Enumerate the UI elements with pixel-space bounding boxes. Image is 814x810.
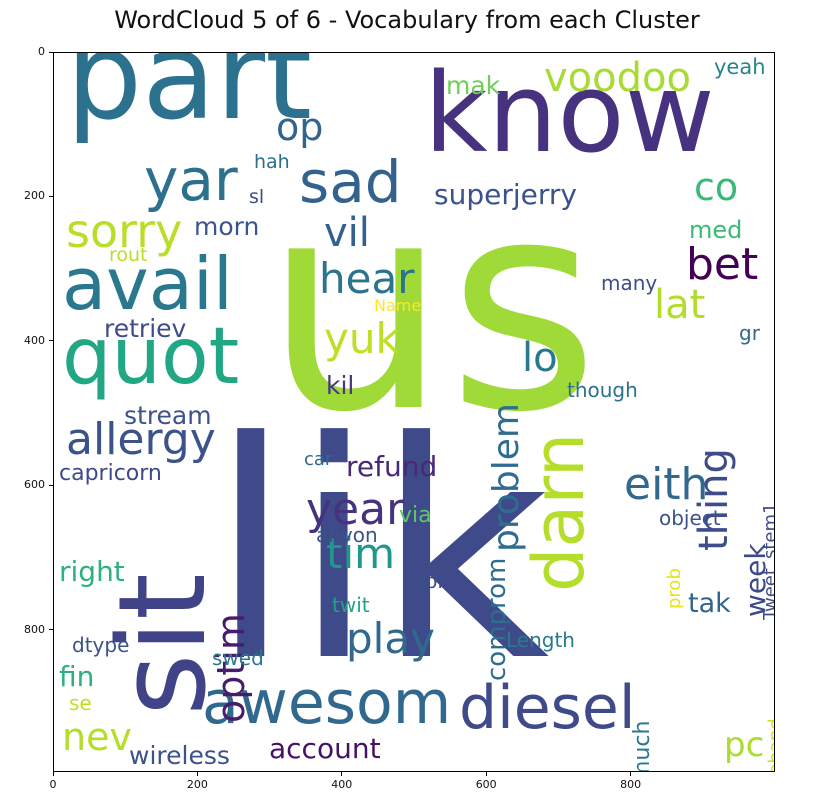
word-mak: mak — [446, 71, 501, 100]
word-fin: fin — [59, 660, 95, 693]
word-tweet-stem1: Tweet_stem1 — [760, 502, 775, 620]
y-tick-label: 800 — [24, 622, 45, 636]
word-quot: quot — [62, 312, 240, 402]
y-tick-label: 400 — [24, 333, 45, 347]
x-tick-label: 600 — [475, 778, 497, 791]
word-us: us — [264, 139, 599, 476]
word-awesom: awesom — [202, 668, 452, 738]
word-object: object — [659, 506, 721, 530]
y-tick-mark — [49, 629, 53, 631]
y-tick-mark — [49, 51, 53, 53]
word-anyon: anyon — [316, 523, 378, 547]
word-hear: hear — [319, 254, 415, 303]
word-though: though — [567, 378, 638, 402]
word-vil: vil — [324, 210, 370, 256]
y-tick-label: 600 — [24, 478, 45, 492]
word-pc: pc — [724, 725, 765, 765]
word-hah: hah — [254, 151, 290, 173]
x-tick-mark — [196, 772, 198, 776]
word-problem: problem — [486, 403, 527, 552]
wordcloud-plot-area: us lik part know sit quot avail sad yar darn aweso… — [53, 52, 775, 772]
word-kil: kil — [326, 371, 355, 400]
word-lik: lik — [209, 378, 550, 727]
word-car: car — [304, 449, 333, 470]
chart-title: WordCloud 5 of 6 - Vocabulary from each … — [114, 6, 700, 34]
word-yar: yar — [144, 146, 238, 214]
word-right: right — [59, 555, 125, 588]
word-lo: lo — [522, 335, 558, 381]
word-rout: rout — [109, 244, 148, 266]
word-allergy: allergy — [66, 414, 216, 465]
word-stream: stream — [124, 401, 212, 430]
word-sad: sad — [299, 148, 402, 216]
word-prob: prob — [664, 568, 685, 609]
word-lat: lat — [654, 282, 706, 328]
word-refund: refund — [346, 450, 438, 483]
word-wireless: wireless — [129, 741, 230, 770]
x-tick-mark — [630, 772, 632, 776]
x-tick-mark — [52, 772, 54, 776]
word-tak: tak — [688, 588, 731, 619]
word-yeah: yeah — [714, 55, 766, 79]
word-retriev: retriev — [104, 314, 187, 343]
word-gr: gr — [739, 321, 760, 345]
word-part: part — [66, 52, 313, 147]
y-tick-mark — [49, 340, 53, 342]
word-co: co — [694, 165, 739, 209]
word-via: via — [399, 503, 432, 528]
word-med: med — [689, 216, 743, 244]
word-name: Name — [374, 296, 422, 315]
word-voodoo: voodoo — [544, 55, 691, 101]
word-year: year — [306, 484, 405, 535]
word-know: know — [424, 52, 715, 177]
word-bet: bet — [686, 239, 759, 290]
word-account: account — [269, 732, 381, 765]
word-twit: twit — [332, 593, 370, 617]
word-ppl: ppl — [412, 569, 443, 593]
word-darn: darn — [518, 432, 600, 592]
word-many: many — [601, 271, 658, 295]
y-tick-mark — [49, 195, 53, 197]
word-play: play — [346, 614, 435, 663]
word-morn: morn — [194, 212, 260, 241]
word-se: se — [69, 691, 92, 715]
word-nev: nev — [62, 715, 132, 759]
y-tick-label: 200 — [24, 189, 45, 203]
word-much: much — [630, 720, 655, 772]
x-tick-label: 800 — [620, 778, 642, 791]
word-sorry: sorry — [66, 204, 183, 258]
word-sl: sl — [249, 186, 265, 208]
word-avail: avail — [62, 242, 233, 326]
word-op: op — [276, 105, 324, 149]
word-diesel: diesel — [459, 673, 636, 743]
word-eith: eith — [624, 459, 709, 510]
y-tick-label: 0 — [38, 45, 45, 58]
x-tick-label: 400 — [331, 778, 353, 791]
word-length: Length — [506, 628, 575, 652]
x-tick-mark — [341, 772, 343, 776]
word-swed: swed — [212, 646, 264, 670]
y-tick-mark — [49, 484, 53, 486]
word-garageband: garageband — [765, 718, 774, 771]
x-tick-label: 200 — [186, 778, 208, 791]
word-capricorn: capricorn — [59, 461, 162, 486]
word-superjerry: superjerry — [434, 178, 577, 211]
word-yuk: yuk — [324, 314, 400, 363]
word-dtype: dtype — [72, 633, 130, 657]
x-tick-label: 0 — [49, 778, 57, 791]
word-comprom: comprom — [482, 557, 512, 681]
word-tim: tim — [326, 529, 396, 578]
x-tick-mark — [485, 772, 487, 776]
